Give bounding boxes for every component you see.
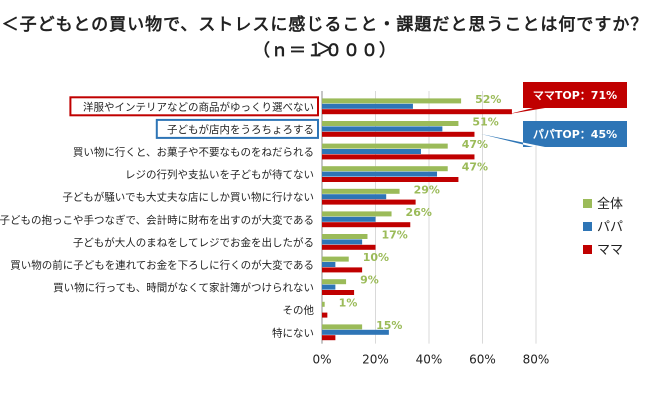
data-label: 15% (376, 319, 402, 332)
data-label: 47% (462, 161, 488, 174)
bar-all (322, 188, 400, 194)
bar-all (322, 301, 325, 307)
x-tick-label: 0% (312, 353, 331, 367)
category-label: 子どもが店内をうろちょろする (167, 123, 314, 136)
category-label: 特にない (272, 327, 314, 339)
category-label: 買い物に行くと、お菓子や不要なものをねだられる (73, 146, 314, 159)
bar-all (322, 256, 349, 262)
bar-mama (322, 199, 416, 205)
callout-papa-label: パパTOP：45% (533, 128, 617, 141)
bar-mama (322, 244, 376, 250)
category-label: 買い物の前に子どもを連れてお金を下ろしに行くのが大変である (10, 259, 314, 272)
data-label: 51% (472, 116, 498, 129)
bar-all (322, 211, 392, 217)
legend-swatch (583, 199, 592, 208)
bar-all (322, 279, 347, 285)
bar-mama (322, 177, 459, 182)
data-label: 9% (360, 274, 379, 287)
data-label: 47% (462, 138, 488, 151)
x-tick-label: 20% (362, 353, 389, 367)
category-label: 子どもが騒いでも大丈夫な店にしか買い物に行けない (62, 191, 314, 204)
bar-mama (322, 335, 336, 341)
bar-papa (322, 262, 336, 267)
x-tick-label: 80% (523, 353, 550, 367)
data-label: 26% (406, 206, 432, 219)
bar-mama (322, 131, 475, 137)
bar-mama (322, 222, 411, 228)
bar-papa (322, 239, 363, 245)
chart-title: ＜子どもとの買い物で、ストレスに感じること・課題だと思うことは何ですか？＞ (1, 15, 649, 60)
legend-label: 全体 (597, 196, 623, 212)
callout-mama-label: ママTOP：71% (533, 89, 617, 102)
legend-swatch (583, 222, 592, 231)
bar-papa (322, 216, 376, 222)
bar-mama (322, 109, 512, 115)
chart-subtitle: （ｎ＝１０００） (253, 41, 397, 61)
bar-papa (322, 194, 387, 200)
data-label: 17% (381, 229, 407, 242)
bar-all (322, 98, 462, 104)
category-label: 子どもが大人のまねをしてレジでお金を出したがる (73, 236, 314, 249)
data-label: 1% (339, 296, 358, 309)
data-label: 10% (363, 251, 389, 264)
legend-label: ママ (597, 243, 623, 258)
bar-mama (322, 154, 475, 160)
bar-all (322, 121, 459, 126)
bar-papa (322, 126, 443, 132)
bar-mama (322, 290, 355, 295)
bar-papa (322, 284, 336, 290)
bar-mama (322, 267, 363, 273)
highlight-box-mama-top (69, 96, 320, 117)
bar-papa (322, 103, 413, 109)
highlight-box-papa-top (155, 118, 319, 139)
category-label: 買い物に行っても、時間がなくて家計簿がつけられない (53, 281, 314, 294)
data-label: 52% (475, 93, 501, 106)
legend-label: パパ (597, 220, 623, 235)
bar-mama (322, 312, 328, 318)
bar-papa (322, 149, 421, 154)
category-label: レジの行列や支払いを子どもが待てない (125, 168, 314, 181)
bar-all (322, 166, 448, 172)
data-label: 29% (414, 183, 440, 196)
callout-mama (509, 82, 627, 114)
x-tick-label: 60% (469, 353, 496, 367)
bar-all (322, 234, 368, 239)
bar-all (322, 324, 363, 330)
category-label: 洋服やインテリアなどの商品がゆっくり選べない (83, 100, 314, 113)
legend-swatch (583, 245, 592, 254)
callout-papa (481, 121, 627, 147)
category-label: 子どもの抱っこや手つなぎで、会計時に財布を出すのが大変である (0, 213, 314, 226)
category-label: その他 (283, 304, 315, 317)
bar-papa (322, 329, 389, 335)
x-tick-label: 40% (416, 353, 443, 367)
bar-all (322, 143, 448, 149)
bar-papa (322, 171, 438, 177)
